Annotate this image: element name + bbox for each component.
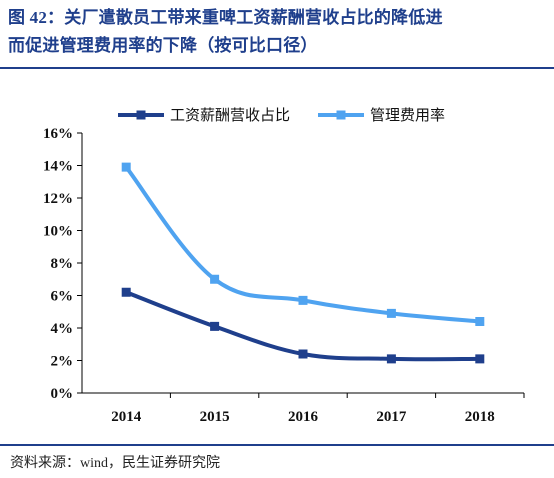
y-tick-label: 8% [51, 256, 74, 272]
legend-marker-2 [336, 110, 346, 120]
series-1-point [210, 321, 220, 331]
series-2-point [386, 308, 396, 318]
chart-title-line-2: 而促进管理费用率的下降（按可比口径） [8, 36, 318, 55]
series-1-point [121, 287, 131, 297]
series-2-point [475, 317, 485, 326]
legend-marker-1 [136, 110, 146, 120]
footer-rule [0, 444, 554, 446]
source-note: 资料来源：wind，民生证券研究院 [10, 456, 220, 471]
x-tick-label: 2014 [111, 409, 142, 425]
series-1-point [298, 349, 308, 359]
series-2-point [298, 295, 308, 305]
y-tick-label: 0% [51, 386, 74, 402]
chart-title-line-1: 图 42：关厂遣散员工带来重啤工资薪酬营收占比的降低进 [8, 8, 443, 27]
series-2-line [124, 165, 482, 324]
series-1-point [475, 354, 485, 364]
x-tick-label: 2017 [376, 409, 407, 425]
x-tick-label: 2015 [200, 409, 230, 425]
x-tick-label: 2016 [288, 409, 319, 425]
series-1-point [386, 354, 396, 364]
y-tick-label: 16% [43, 126, 73, 142]
y-tick-label: 12% [43, 191, 73, 207]
y-tick-label: 2% [51, 354, 74, 370]
series-2-point [121, 162, 131, 172]
chart-title: 图 42：关厂遣散员工带来重啤工资薪酬营收占比的降低进 而促进管理费用率的下降（… [8, 4, 548, 60]
series-2-point [210, 274, 220, 284]
y-tick-label: 6% [51, 289, 74, 305]
x-tick-label: 2018 [465, 409, 495, 425]
y-tick-label: 14% [43, 159, 73, 175]
y-tick-label: 10% [43, 224, 73, 240]
header-rule [0, 67, 554, 69]
y-tick-label: 4% [51, 321, 74, 337]
legend-label-2: 管理费用率 [370, 107, 445, 124]
legend-label-1: 工资薪酬营收占比 [170, 107, 290, 124]
